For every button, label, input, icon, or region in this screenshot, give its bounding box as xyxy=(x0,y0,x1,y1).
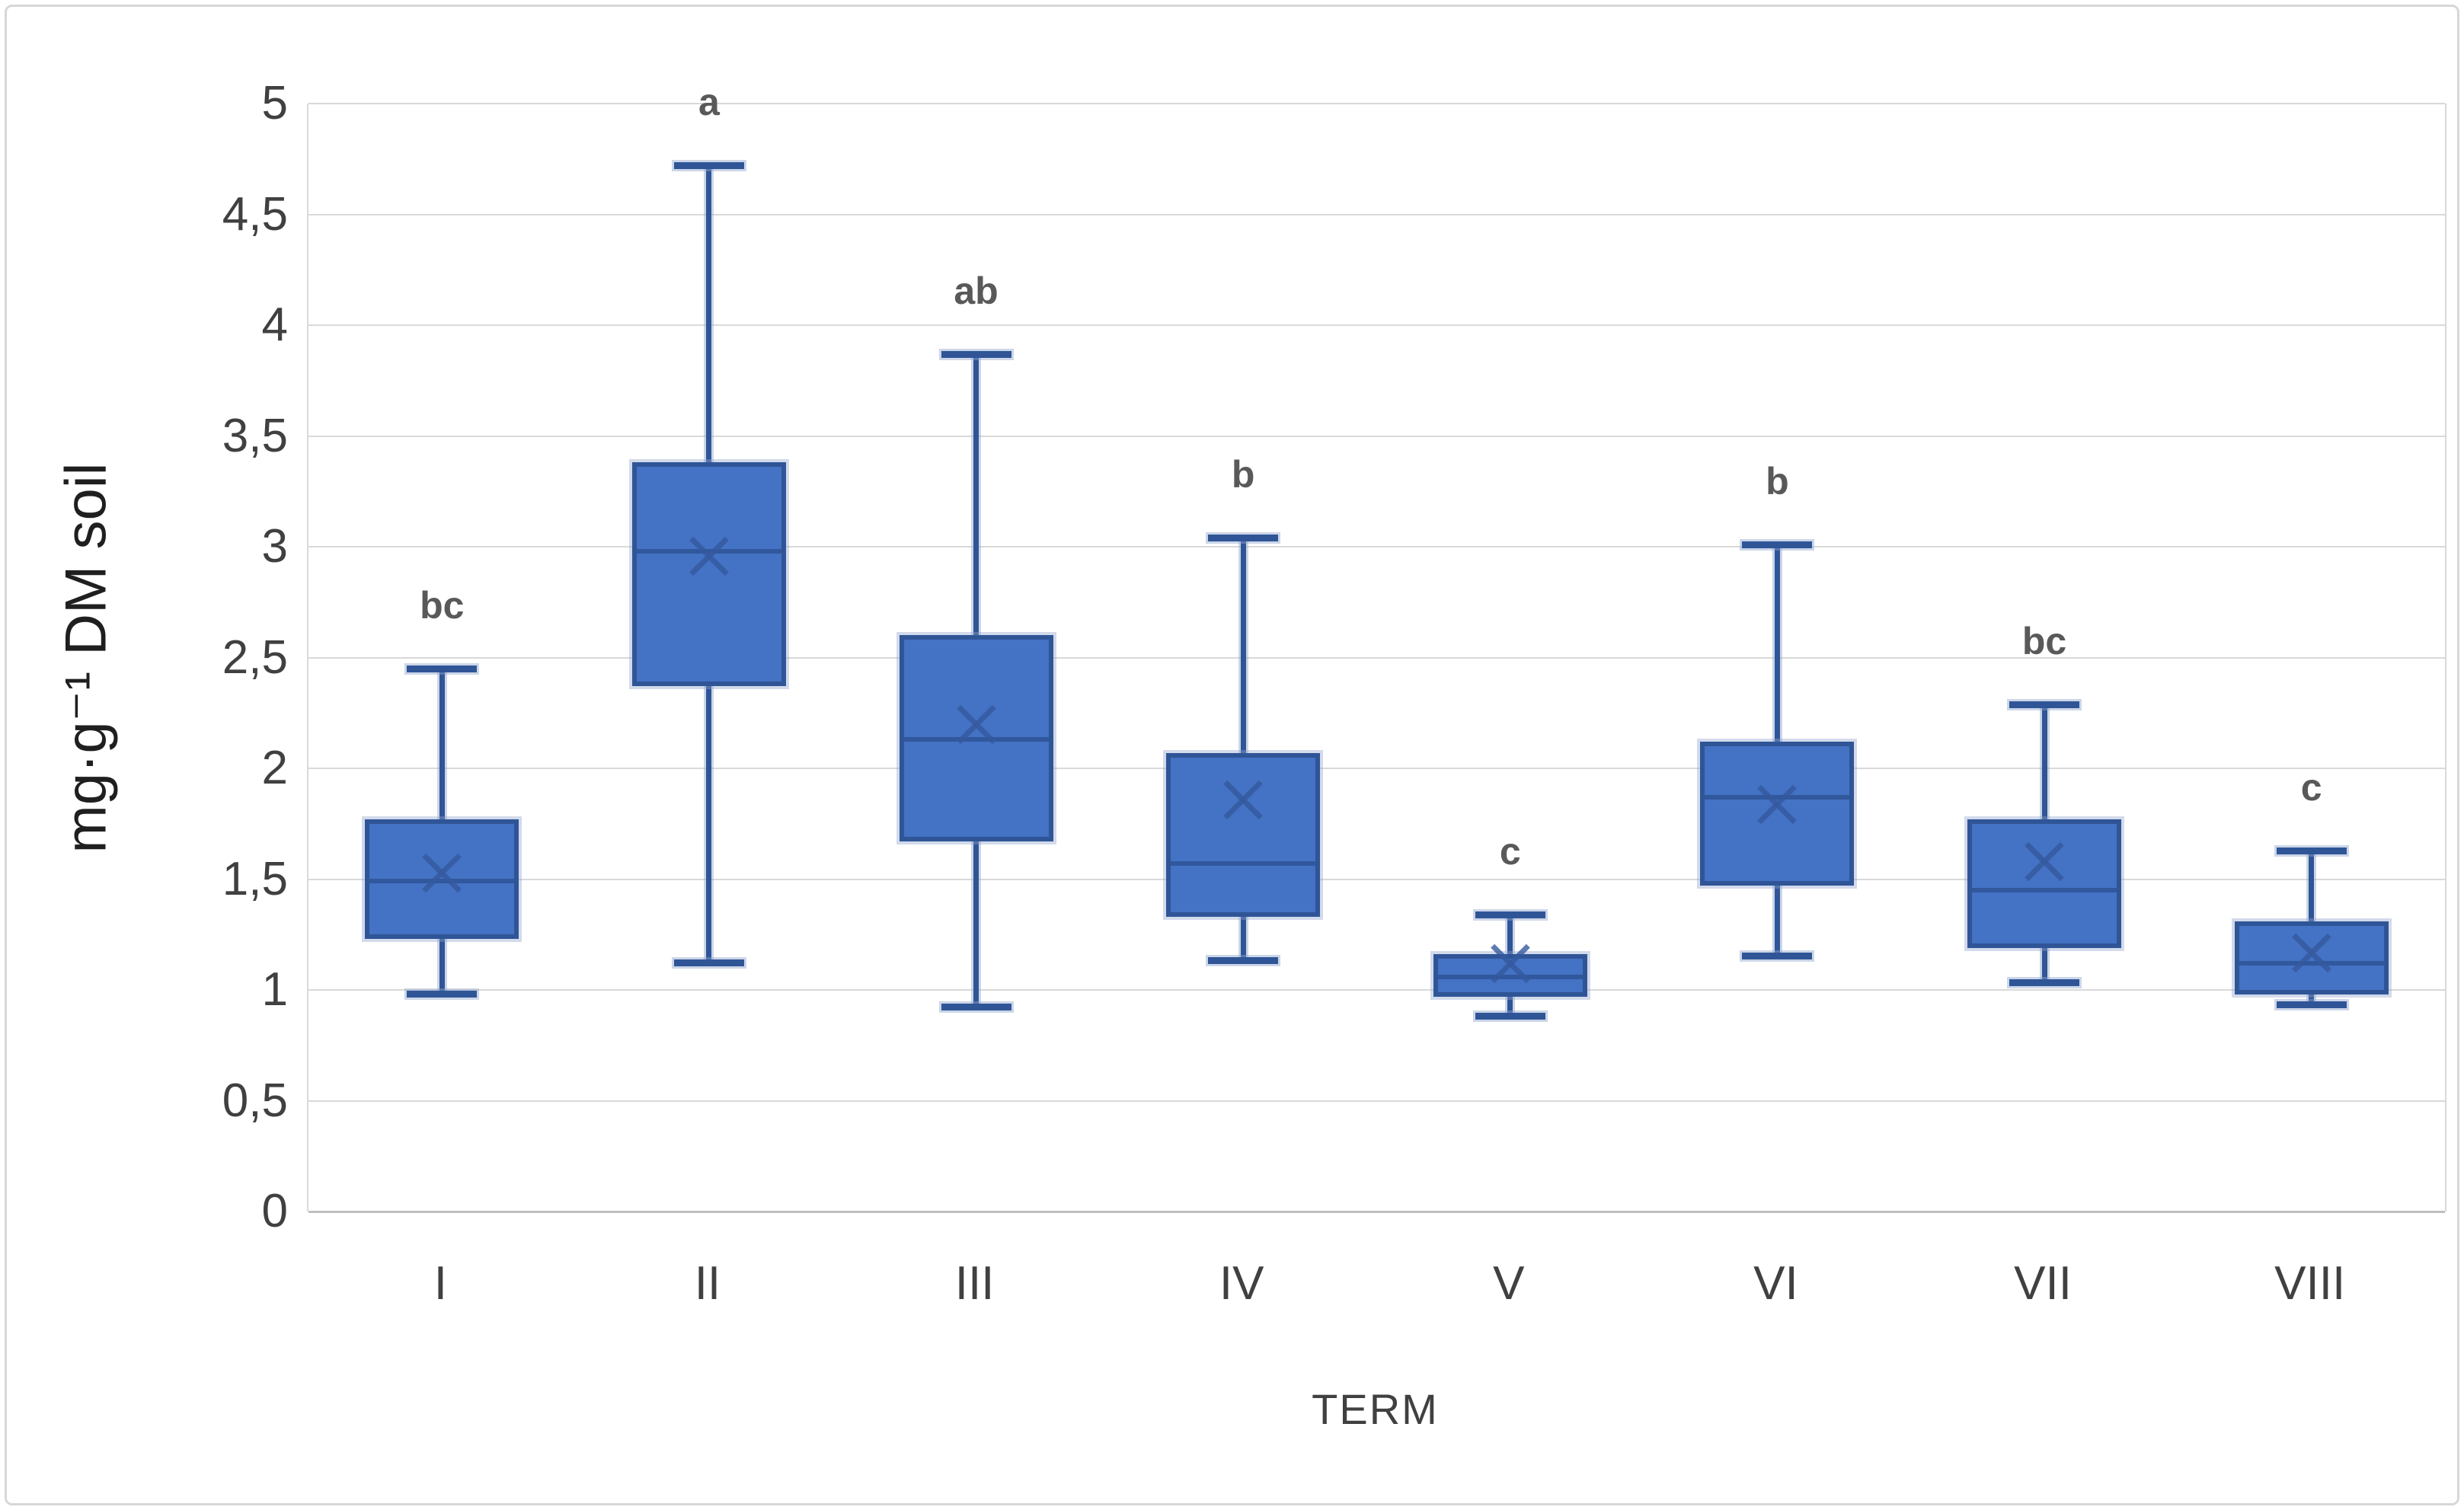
x-category-label: I xyxy=(433,1257,447,1310)
mean-x-marker xyxy=(951,699,1002,749)
gridline xyxy=(308,878,2445,880)
whisker-line xyxy=(1240,538,1246,962)
mean-x-marker xyxy=(2019,836,2069,886)
whisker-cap-top xyxy=(407,666,478,673)
x-category-label: IV xyxy=(1219,1257,1264,1310)
gridline xyxy=(308,546,2445,547)
y-tick-label: 5 xyxy=(261,77,288,129)
gridline xyxy=(308,103,2445,104)
x-category-label: VII xyxy=(2014,1257,2072,1310)
significance-letter: c xyxy=(2300,765,2322,809)
whisker-cap-top xyxy=(2276,847,2347,854)
whisker-cap-top xyxy=(673,162,744,170)
y-tick-label: 0,5 xyxy=(222,1074,288,1127)
x-axis-title: TERM xyxy=(1312,1385,1439,1433)
gridline xyxy=(308,768,2445,769)
x-axis-line xyxy=(308,1211,2445,1213)
plot-area: bc a ab b c b bc c xyxy=(307,81,2446,1213)
whisker-cap-bottom xyxy=(1475,1012,1545,1020)
mean-x-marker xyxy=(1485,938,1536,988)
median-line xyxy=(1171,861,1316,867)
y-tick-label: 4 xyxy=(261,298,288,351)
x-category-label: V xyxy=(1493,1257,1525,1310)
whisker-cap-top xyxy=(941,350,1011,358)
whisker-cap-top xyxy=(1742,541,1813,549)
gridline xyxy=(308,213,2445,215)
significance-letter: ab xyxy=(954,269,999,312)
gridline xyxy=(308,324,2445,326)
gridline xyxy=(308,1100,2445,1102)
y-tick-label: 3,5 xyxy=(222,409,288,462)
y-tick-label: 1 xyxy=(261,963,288,1016)
x-category-label: VI xyxy=(1753,1257,1798,1310)
significance-letter: b xyxy=(1766,460,1789,503)
y-tick-label: 4,5 xyxy=(222,187,288,241)
whisker-cap-bottom xyxy=(1208,957,1279,965)
significance-letter: a xyxy=(698,81,720,124)
whisker-cap-top xyxy=(1208,535,1279,542)
whisker-cap-bottom xyxy=(2276,1001,2347,1009)
y-axis-title-text: mg·g⁻¹ DM soil xyxy=(53,461,119,854)
mean-x-marker xyxy=(2287,927,2337,978)
whisker-cap-bottom xyxy=(1742,953,1813,960)
whisker-cap-bottom xyxy=(673,959,744,967)
significance-letter: b xyxy=(1231,453,1255,496)
whisker-cap-bottom xyxy=(941,1004,1011,1011)
iqr-box xyxy=(2234,921,2389,994)
significance-letter: c xyxy=(1499,830,1521,873)
y-tick-label: 2 xyxy=(261,742,288,794)
y-tick-label: 2,5 xyxy=(222,630,288,684)
significance-letter: bc xyxy=(2021,619,2067,662)
x-category-label: VIII xyxy=(2274,1257,2346,1310)
x-category-label: III xyxy=(954,1257,995,1310)
mean-x-marker xyxy=(1218,774,1268,825)
mean-x-marker xyxy=(1752,779,1802,829)
gridline xyxy=(308,656,2445,659)
y-tick-label: 3 xyxy=(261,520,288,573)
gridline xyxy=(308,989,2445,991)
mean-x-marker xyxy=(417,848,467,898)
y-tick-label: 1,5 xyxy=(222,852,288,905)
y-tick-label: 0 xyxy=(261,1185,288,1237)
significance-letter: bc xyxy=(420,584,465,627)
iqr-box xyxy=(1700,742,1855,886)
median-line xyxy=(1972,888,2117,893)
whisker-cap-top xyxy=(1475,911,1545,919)
whisker-cap-bottom xyxy=(2009,979,2080,987)
gridline xyxy=(308,435,2445,437)
mean-x-marker xyxy=(684,531,734,581)
whisker-cap-bottom xyxy=(407,990,478,998)
x-category-label: II xyxy=(694,1257,721,1310)
whisker-cap-top xyxy=(2009,701,2080,708)
